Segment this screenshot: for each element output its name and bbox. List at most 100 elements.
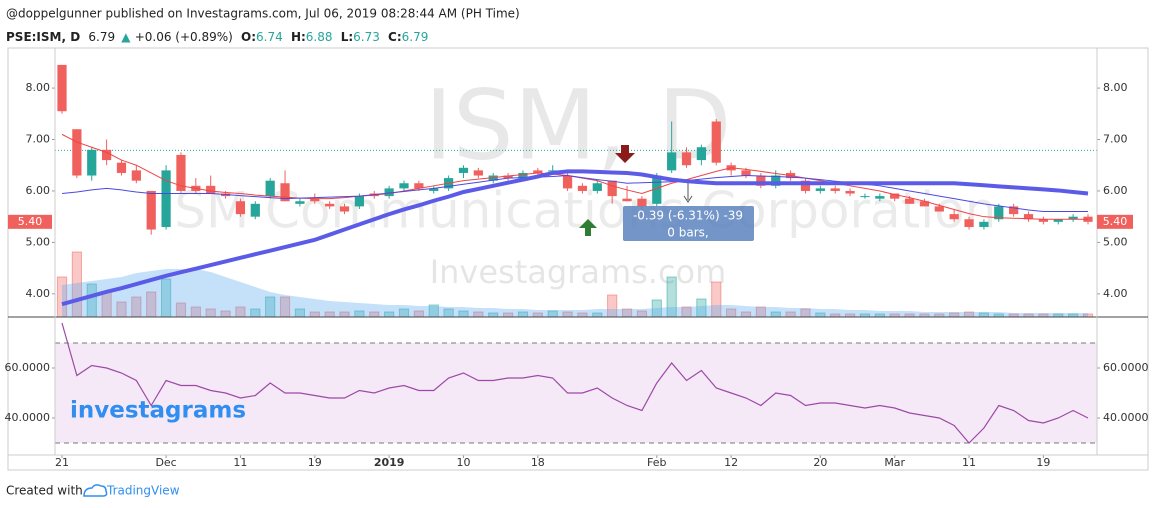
symbol: PSE:ISM, D xyxy=(6,30,80,44)
o-label: O: xyxy=(241,30,256,44)
candle-body xyxy=(295,201,305,204)
candle-body xyxy=(711,121,721,163)
y-tick-label: 4.00 xyxy=(26,287,51,300)
y-tick-label-right: 8.00 xyxy=(1103,81,1128,94)
moving-average xyxy=(61,169,1089,307)
moving-average xyxy=(61,175,1088,213)
last: 6.79 xyxy=(88,30,115,44)
y-tick-label: 6.00 xyxy=(26,184,51,197)
tooltip-change: -0.39 (-6.31%) -39 xyxy=(633,209,743,223)
x-tick-label: Dec xyxy=(155,456,176,469)
candle-body xyxy=(800,180,811,191)
y-tick-label: 60.0000 xyxy=(5,361,51,374)
change: +0.06 (+0.89%) xyxy=(135,30,233,44)
rsi-line xyxy=(61,322,1089,444)
candle-body xyxy=(354,196,365,207)
o: 6.74 xyxy=(256,30,283,44)
candle-body xyxy=(310,198,320,202)
candle-body xyxy=(890,193,900,199)
measure-head xyxy=(683,195,693,203)
arrow: ▲ xyxy=(121,30,131,44)
candle-body xyxy=(607,180,617,197)
y-tick-label: 7.00 xyxy=(26,133,51,146)
last-price-label-right: 5.40 xyxy=(1103,215,1128,228)
candle-body xyxy=(399,183,409,189)
last-price-tag-right xyxy=(1097,214,1133,229)
c-label: C: xyxy=(388,30,402,44)
candle-body xyxy=(771,175,781,186)
candle-body xyxy=(131,170,141,181)
candle-body xyxy=(548,170,558,172)
candle-body xyxy=(101,149,112,161)
candle-body xyxy=(667,152,677,171)
candle-body xyxy=(904,198,915,204)
watermark-site: Investagrams.com xyxy=(430,253,727,291)
l: 6.73 xyxy=(353,30,380,44)
x-tick-label: 11 xyxy=(233,456,247,469)
candle-body xyxy=(176,154,186,191)
footer-brand: TradingView xyxy=(106,484,180,498)
candle-body xyxy=(1023,214,1034,220)
candle-body xyxy=(473,170,483,176)
candle-body xyxy=(503,175,513,179)
candle-body xyxy=(518,172,528,179)
y-tick-label: 5.00 xyxy=(26,235,51,248)
y-tick-label-right: 4.00 xyxy=(1103,287,1128,300)
h-label: H: xyxy=(291,30,306,44)
c: 6.79 xyxy=(402,30,429,44)
candle-body xyxy=(622,198,632,202)
x-tick-label: 2019 xyxy=(374,456,405,469)
candle-body xyxy=(429,188,439,191)
x-tick-label: 18 xyxy=(531,456,545,469)
x-tick-label: 10 xyxy=(456,456,470,469)
candle-body xyxy=(235,201,246,215)
buy-arrow xyxy=(579,219,597,236)
plot: 4.00 4.00 5.00 5.00 6.00 6.00 7.00 7.00 8.00 8.00… xyxy=(5,64,1149,469)
logo: investagrams xyxy=(70,398,246,424)
candle-body xyxy=(949,214,959,220)
candle-body xyxy=(681,152,692,166)
y-tick-label-right: 40.0000 xyxy=(1103,411,1149,424)
candle-body xyxy=(830,188,840,191)
candle-body xyxy=(116,162,127,173)
candle-body xyxy=(325,203,335,207)
candle-body xyxy=(339,206,350,212)
candle-body xyxy=(533,170,543,173)
candle-body xyxy=(1053,219,1063,222)
candle-body xyxy=(250,203,260,217)
watermark-ticker: ISM, D xyxy=(424,69,731,181)
candle-body xyxy=(1038,219,1049,222)
x-tick-label: 19 xyxy=(308,456,322,469)
candle-body xyxy=(458,167,469,173)
candle-body xyxy=(87,149,97,176)
candle-body xyxy=(384,188,394,197)
y-tick-label-right: 7.00 xyxy=(1103,133,1128,146)
candle-body xyxy=(652,175,662,204)
footer-created: Created with xyxy=(6,484,83,498)
y-tick-label: 8.00 xyxy=(26,81,51,94)
candle-body xyxy=(979,221,989,227)
h: 6.88 xyxy=(306,30,333,44)
x-tick-label: 20 xyxy=(813,456,827,469)
symbol-line: PSE:ISM, D 6.79 ▲ +0.06 (+0.89%) O:6.74 … xyxy=(6,30,428,44)
y-tick-label-right: 60.0000 xyxy=(1103,361,1149,374)
header: @doppelgunner published on Investagrams.… xyxy=(6,7,520,21)
candle-body xyxy=(206,185,216,194)
candle-body xyxy=(414,183,424,189)
candle-body xyxy=(637,198,647,207)
candle-body xyxy=(860,196,870,198)
candle-body xyxy=(696,147,707,161)
candle-body xyxy=(875,196,885,199)
candle-body xyxy=(994,206,1004,220)
candle-body xyxy=(741,170,751,176)
candle-body xyxy=(934,206,944,212)
candle-body xyxy=(488,175,498,181)
l-label: L: xyxy=(341,30,353,44)
candle-body xyxy=(161,170,171,227)
candle-body xyxy=(146,190,156,230)
candle-body xyxy=(815,188,825,191)
candle-body xyxy=(592,183,602,191)
volume-ma-area xyxy=(62,269,1088,317)
last-price-label: 5.40 xyxy=(18,215,43,228)
